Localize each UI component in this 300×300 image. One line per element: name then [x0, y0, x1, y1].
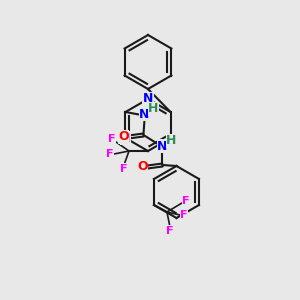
Text: F: F	[180, 210, 188, 220]
Text: H: H	[166, 134, 177, 148]
Text: O: O	[118, 130, 129, 143]
Text: F: F	[182, 196, 190, 206]
Text: F: F	[106, 149, 114, 159]
Text: H: H	[148, 103, 159, 116]
Text: F: F	[120, 164, 128, 174]
Text: N: N	[139, 107, 150, 121]
Text: N: N	[143, 92, 153, 106]
Text: N: N	[120, 131, 131, 145]
Text: O: O	[137, 160, 148, 173]
Text: N: N	[157, 140, 168, 152]
Text: F: F	[166, 226, 174, 236]
Text: F: F	[108, 134, 116, 144]
